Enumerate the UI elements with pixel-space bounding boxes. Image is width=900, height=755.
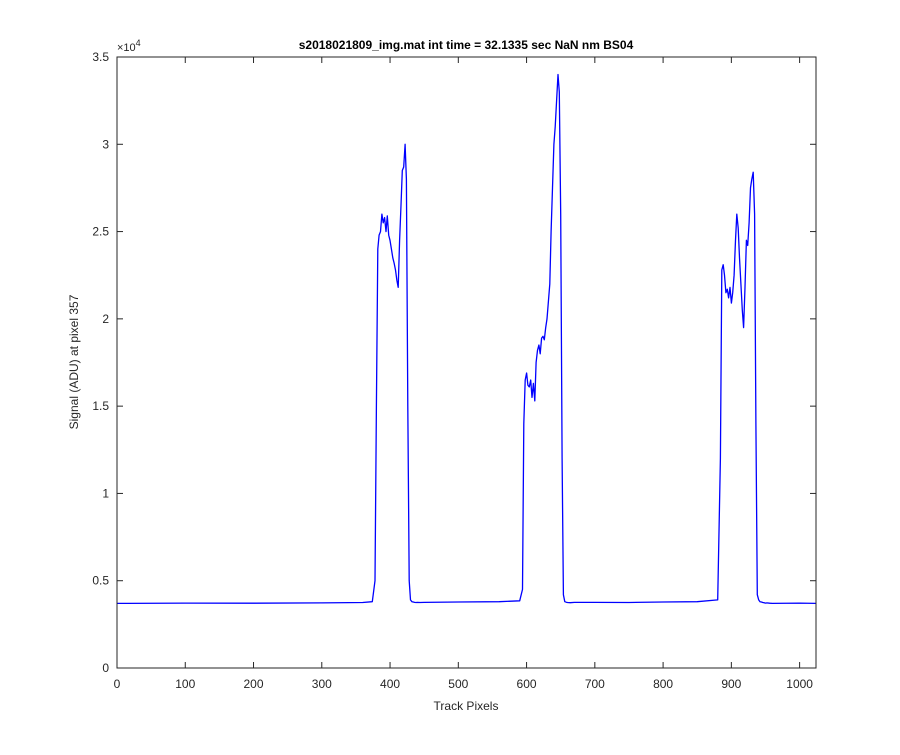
x-tick-label: 400 <box>380 677 400 691</box>
x-axis-label: Track Pixels <box>434 699 499 713</box>
series-layer <box>116 73 817 605</box>
axes-box <box>116 56 817 669</box>
y-tick-label: 1 <box>102 486 109 500</box>
x-tick-label: 800 <box>653 677 673 691</box>
series-line-0 <box>116 73 817 605</box>
y-tick-label: 2 <box>102 312 109 326</box>
x-tick-label: 300 <box>312 677 332 691</box>
y-tick-label: 0.5 <box>92 574 109 588</box>
y-tick-label: 2.5 <box>92 225 109 239</box>
y-exponent-base: ×10 <box>117 42 136 54</box>
x-tick-label: 700 <box>585 677 605 691</box>
x-tick-label: 200 <box>244 677 264 691</box>
x-tick-label: 600 <box>517 677 537 691</box>
x-tick-label: 500 <box>448 677 468 691</box>
chart-title: s2018021809_img.mat int time = 32.1335 s… <box>299 38 634 52</box>
y-tick-label: 0 <box>102 661 109 675</box>
y-ticks: 0 0.5 1 1.5 2 2.5 3 3.5 <box>92 50 816 675</box>
y-tick-label: 3.5 <box>92 50 109 64</box>
x-ticks: 0 100 200 300 400 500 600 700 800 900 1000 <box>114 57 813 691</box>
x-tick-label: 900 <box>721 677 741 691</box>
plot-area <box>117 57 816 668</box>
y-axis-label: Signal (ADU) at pixel 357 <box>67 294 81 429</box>
x-tick-label: 100 <box>175 677 195 691</box>
y-tick-label: 3 <box>102 137 109 151</box>
y-tick-label: 1.5 <box>92 399 109 413</box>
y-exponent-label: ×104 <box>117 38 141 54</box>
y-exponent-power: 4 <box>136 38 141 48</box>
x-tick-label: 1000 <box>786 677 813 691</box>
x-tick-label: 0 <box>114 677 121 691</box>
